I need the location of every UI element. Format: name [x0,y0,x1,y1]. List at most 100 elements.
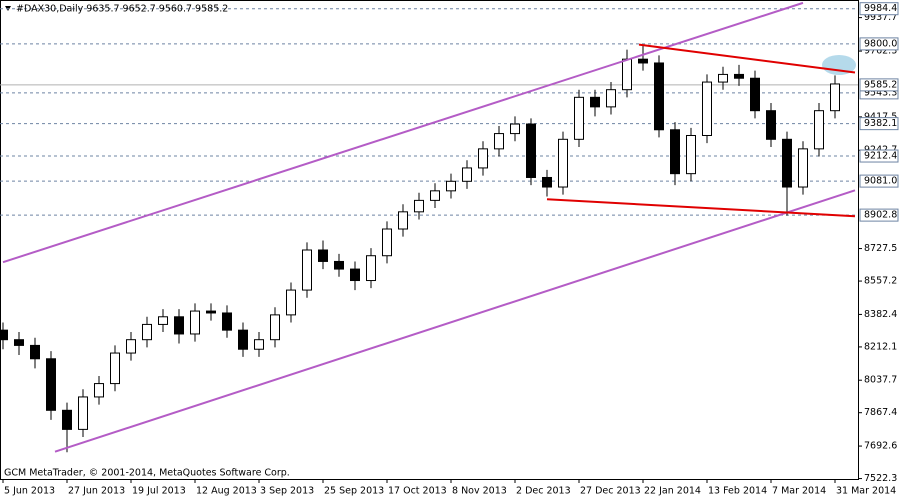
candle-body [190,310,200,335]
level-label: 9382.1 [864,118,897,129]
x-tick-label: 8 Nov 2013 [452,486,507,497]
candle-body [654,62,664,131]
candle-body [526,123,536,178]
y-tick-label: 9762.3 [864,46,897,57]
candle-body [606,89,616,108]
level-label: 9212.4 [864,151,897,162]
candle-body [126,339,136,354]
candle-body [414,199,424,213]
y-tick-label: 7522.3 [864,473,897,484]
x-tick-label: 31 Mar 2014 [836,486,896,497]
candle-body [174,316,184,335]
y-tick-label: 9937.7 [864,12,897,23]
level-label: 8902.8 [864,210,897,221]
candle-body [30,344,40,360]
candle-body [702,81,712,136]
x-tick-label: 13 Feb 2014 [708,486,767,497]
last-price-label: 9585.2 [864,79,897,90]
candle-body [350,268,360,282]
y-tick-label: 8212.1 [864,341,897,352]
y-tick-label: 7867.4 [864,407,897,418]
trendline [2,1,804,264]
candle-body [494,133,504,150]
candle-body [254,339,264,350]
candle-body [46,358,56,411]
trendline [54,189,856,453]
candle-body [670,129,680,175]
level-label: 9543.3 [864,87,897,98]
candle-body [270,314,280,341]
candle-body [318,249,328,262]
y-tick-label: 8727.5 [864,243,897,254]
last-price-box [859,78,899,92]
candle-body [238,329,248,350]
candle-body [814,110,824,150]
y-tick-label: 8037.7 [864,375,897,386]
x-tick-label: 2 Dec 2013 [516,486,571,497]
candle-body [462,167,472,182]
x-tick-label: 17 Oct 2013 [388,486,447,497]
candle-body [14,339,24,346]
candle-body [830,83,840,112]
x-tick-label: 7 Mar 2014 [772,486,826,497]
x-tick-label: 25 Sep 2013 [324,486,384,497]
candle-body [574,96,584,140]
level-box [859,208,899,222]
candle-body [590,96,600,108]
x-tick-label: 27 Jun 2013 [68,486,125,497]
candle-body [366,255,376,282]
candle-body [718,73,728,83]
level-label: 9800.0 [864,38,897,49]
x-tick-label: 3 Sep 2013 [260,486,314,497]
candle-body [110,352,120,385]
trendline [638,43,856,74]
candle-body [622,58,632,91]
candle-body [78,396,88,430]
x-tick-label: 12 Aug 2013 [196,486,257,497]
plot-frame [0,0,859,480]
candle-body [782,138,792,188]
candle-body [158,316,168,325]
candle-body [734,73,744,79]
level-box [859,117,899,131]
x-tick-label: 19 Jul 2013 [132,486,186,497]
y-tick-label: 8557.2 [864,276,897,287]
candle-body [302,249,312,291]
candle-body [430,190,440,201]
candle-body [766,110,776,140]
candle-body [798,148,808,188]
level-label: 9984.4 [864,3,897,14]
candle-body [94,383,104,398]
candle-body [62,409,72,430]
candle-body [142,323,152,341]
level-box [859,37,899,51]
y-tick-label: 9417.5 [864,111,897,122]
candle-body [510,123,520,135]
candle-body [750,77,760,112]
y-tick-label: 8382.4 [864,309,897,320]
candle-body [558,138,568,188]
candle-body [398,211,408,230]
x-tick-label: 5 Jun 2013 [4,486,55,497]
level-box [859,149,899,163]
candle-body [222,312,232,331]
candle-body [446,180,456,192]
chart-title: #DAX30,Daily 9635.7 9652.7 9560.7 9585.2 [16,4,228,15]
level-box [859,174,899,188]
candle-body [286,289,296,316]
y-tick-label: 7692.6 [864,441,897,452]
candle-body [0,329,8,341]
footer: GCM MetaTrader, © 2001-2014, MetaQuotes … [4,468,290,479]
candle-body [206,310,216,314]
x-tick-label: 22 Jan 2014 [644,486,701,497]
candle-body [382,228,392,257]
candle-body [478,148,488,169]
candle-body [542,176,552,188]
candle-body [334,260,344,270]
x-tick-label: 27 Dec 2013 [580,486,641,497]
level-label: 9081.0 [864,176,897,187]
candle-body [686,134,696,175]
trendline [546,198,856,218]
level-box [859,2,899,16]
